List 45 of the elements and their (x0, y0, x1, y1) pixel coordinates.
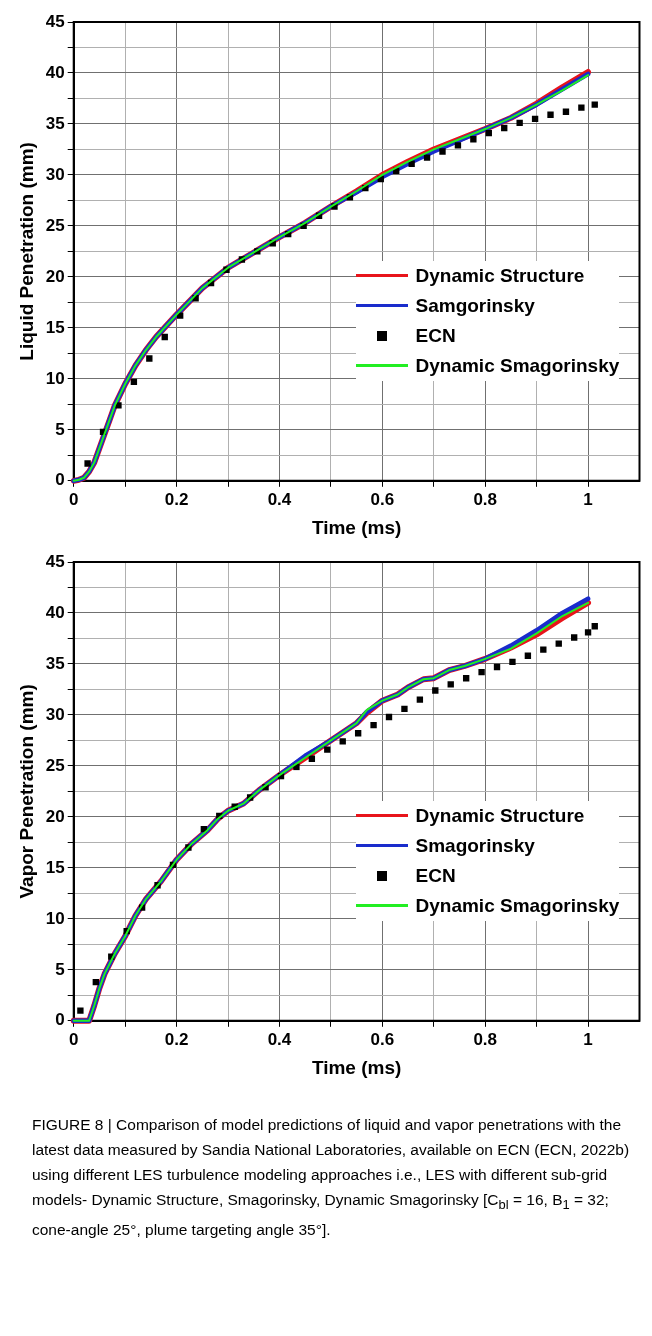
text: FIGURE 8 | Comparison of model predictions of liquid and vapor penetrations with the latest data measured by Sandia National Laboratories, available on ECN (ECN, 2022b) using different LES turbulence modeling approaches i.e., LES with different sub-grid models- Dynamic Structure, Smagorinsky, Dynamic Smagorinsky [C$_{bl}$ = 16, B$_{1}$ = 32; cone-angle 25°, plume targeting angle 35°]. (32, 1116, 630, 1239)
x-tick-label: 0.6 (370, 489, 395, 509)
y-tick-label: 35 (45, 113, 65, 133)
x-tick-label: 0 (68, 489, 79, 509)
x-tick-label: 0.2 (164, 489, 189, 509)
x-tick-label: 0.8 (473, 1029, 498, 1049)
x-axis-title: Time (ms) (311, 1056, 402, 1078)
x-axis-title: Time (ms) (311, 516, 402, 538)
y-tick-label: 25 (45, 215, 65, 235)
legend-label: ECN (415, 864, 456, 887)
y-axis-title: Liquid Penetration (mm) (15, 142, 37, 361)
y-tick-label: 40 (45, 62, 65, 82)
x-tick-label: 0.4 (267, 489, 292, 509)
y-tick-label: 15 (45, 317, 65, 337)
legend-label: Samgorinsky (415, 294, 535, 317)
y-tick-label: 0 (55, 1010, 65, 1030)
legend-label: Dynamic Structure (415, 264, 585, 287)
y-axis-title: Vapor Penetration (mm) (15, 684, 37, 899)
y-tick-label: 40 (45, 602, 65, 622)
y-tick-label: 5 (55, 959, 65, 979)
y-tick-label: 10 (45, 908, 65, 928)
y-tick-label: 20 (45, 266, 65, 286)
y-tick-label: 5 (55, 419, 65, 439)
y-tick-label: 10 (45, 368, 65, 388)
y-tick-label: 30 (45, 704, 65, 724)
x-tick-label: 0 (68, 1029, 79, 1049)
legend-label: Dynamic Smagorinsky (415, 354, 620, 377)
y-tick-label: 30 (45, 164, 65, 184)
y-tick-label: 15 (45, 857, 65, 877)
y-tick-label: 45 (45, 551, 65, 571)
x-tick-label: 0.6 (370, 1029, 395, 1049)
legend-label: Dynamic Structure (415, 804, 585, 827)
legend-label: Smagorinsky (415, 834, 535, 857)
x-tick-label: 0.8 (473, 489, 498, 509)
y-tick-label: 45 (45, 11, 65, 31)
y-tick-label: 25 (45, 755, 65, 775)
legend-label: ECN (415, 324, 456, 347)
x-tick-label: 0.2 (164, 1029, 189, 1049)
x-tick-label: 1 (583, 1029, 593, 1049)
legend-label: Dynamic Smagorinsky (415, 894, 620, 917)
x-tick-label: 0.4 (267, 1029, 292, 1049)
y-tick-label: 20 (45, 806, 65, 826)
y-tick-label: 35 (45, 653, 65, 673)
x-tick-label: 1 (583, 489, 593, 509)
y-tick-label: 0 (55, 470, 65, 490)
